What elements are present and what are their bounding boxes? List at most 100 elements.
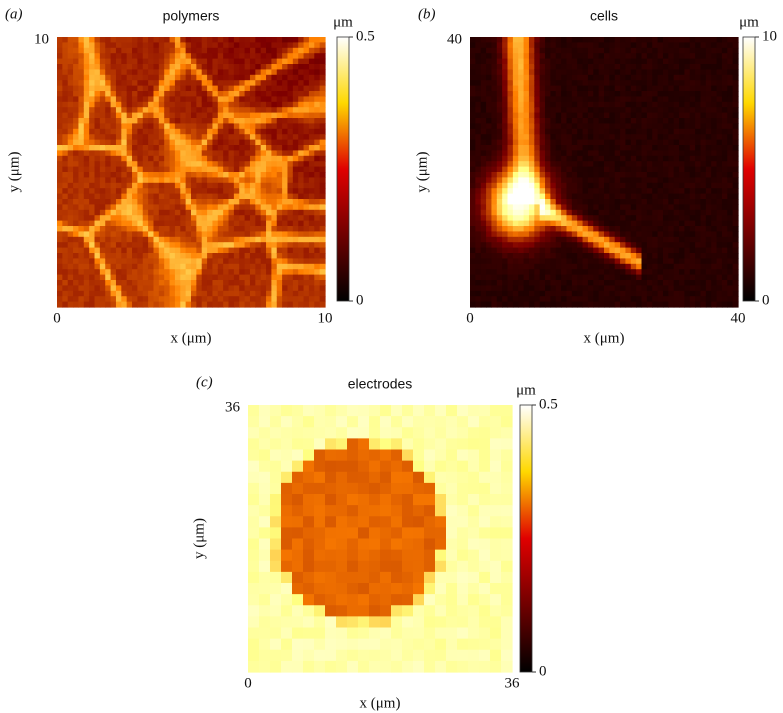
image-pixel <box>507 177 514 184</box>
image-pixel <box>539 253 546 259</box>
image-pixel <box>507 172 514 178</box>
image-pixel <box>207 101 214 108</box>
image-pixel <box>105 209 112 216</box>
image-pixel <box>528 188 535 195</box>
image-pixel <box>502 118 509 124</box>
image-pixel <box>94 215 101 222</box>
image-pixel <box>604 285 610 292</box>
image-pixel <box>314 47 321 54</box>
image-pixel <box>174 263 181 270</box>
image-pixel <box>732 80 739 87</box>
image-pixel <box>142 74 149 81</box>
image-pixel <box>545 161 551 168</box>
image-pixel <box>534 188 541 195</box>
image-pixel <box>587 301 594 308</box>
image-pixel <box>534 85 541 92</box>
image-pixel <box>716 42 723 49</box>
image-pixel <box>705 296 712 303</box>
image-pixel <box>630 247 637 254</box>
image-pixel <box>67 263 74 270</box>
image-pixel <box>582 231 589 238</box>
image-pixel <box>652 263 659 270</box>
image-pixel <box>298 145 305 151</box>
image-pixel <box>646 301 653 308</box>
image-pixel <box>212 166 219 173</box>
image-pixel <box>502 188 509 195</box>
image-pixel <box>83 199 90 205</box>
image-pixel <box>475 193 482 200</box>
image-pixel <box>695 37 702 43</box>
image-pixel <box>233 155 240 162</box>
image-pixel <box>668 74 675 81</box>
image-pixel <box>169 112 176 119</box>
image-pixel <box>207 177 214 184</box>
image-pixel <box>191 296 197 303</box>
image-pixel <box>550 42 557 49</box>
image-pixel <box>604 301 610 308</box>
image-pixel <box>684 177 691 184</box>
image-pixel <box>673 123 680 130</box>
image-pixel <box>646 177 653 184</box>
image-pixel <box>641 85 648 92</box>
image-pixel <box>228 285 235 292</box>
image-pixel <box>480 199 487 205</box>
image-pixel <box>142 274 149 281</box>
image-pixel <box>287 290 294 297</box>
image-pixel <box>78 274 85 281</box>
image-pixel <box>276 145 283 151</box>
image-pixel <box>507 263 514 270</box>
image-pixel <box>276 258 283 265</box>
image-pixel <box>303 301 310 308</box>
image-pixel <box>593 204 600 211</box>
image-pixel <box>502 139 509 146</box>
image-pixel <box>83 236 90 243</box>
image-pixel <box>185 226 192 232</box>
image-pixel <box>276 107 283 114</box>
image-pixel <box>566 74 573 81</box>
image-pixel <box>604 101 610 108</box>
image-pixel <box>73 274 80 281</box>
image-pixel <box>121 199 128 205</box>
image-pixel <box>255 290 262 297</box>
image-pixel <box>539 236 546 243</box>
image-pixel <box>73 107 80 114</box>
image-pixel <box>486 69 493 76</box>
image-pixel <box>512 101 519 108</box>
image-pixel <box>705 134 712 141</box>
image-pixel <box>523 85 530 92</box>
image-pixel <box>721 112 728 119</box>
image-pixel <box>132 107 138 114</box>
image-pixel <box>228 42 235 49</box>
image-pixel <box>110 80 117 87</box>
image-pixel <box>67 37 74 43</box>
image-pixel <box>266 177 272 184</box>
image-pixel <box>121 285 128 292</box>
image-pixel <box>266 64 272 70</box>
image-pixel <box>711 177 718 184</box>
image-pixel <box>539 231 546 238</box>
image-pixel <box>475 91 482 97</box>
image-pixel <box>110 74 117 81</box>
image-pixel <box>201 285 208 292</box>
image-pixel <box>89 204 96 211</box>
image-pixel <box>126 258 133 265</box>
image-pixel <box>582 37 589 43</box>
image-pixel <box>593 242 600 249</box>
image-pixel <box>164 301 171 308</box>
image-pixel <box>625 182 632 189</box>
image-pixel <box>303 107 310 114</box>
image-pixel <box>587 161 594 168</box>
image-pixel <box>148 258 155 265</box>
image-pixel <box>662 69 669 76</box>
image-pixel <box>593 145 600 151</box>
image-pixel <box>716 280 723 286</box>
image-pixel <box>212 188 219 195</box>
image-pixel <box>689 118 696 124</box>
image-pixel <box>582 107 589 114</box>
image-pixel <box>587 215 594 222</box>
image-pixel <box>593 285 600 292</box>
image-pixel <box>668 101 675 108</box>
image-pixel <box>507 101 514 108</box>
image-pixel <box>57 150 63 157</box>
image-pixel <box>196 172 203 178</box>
